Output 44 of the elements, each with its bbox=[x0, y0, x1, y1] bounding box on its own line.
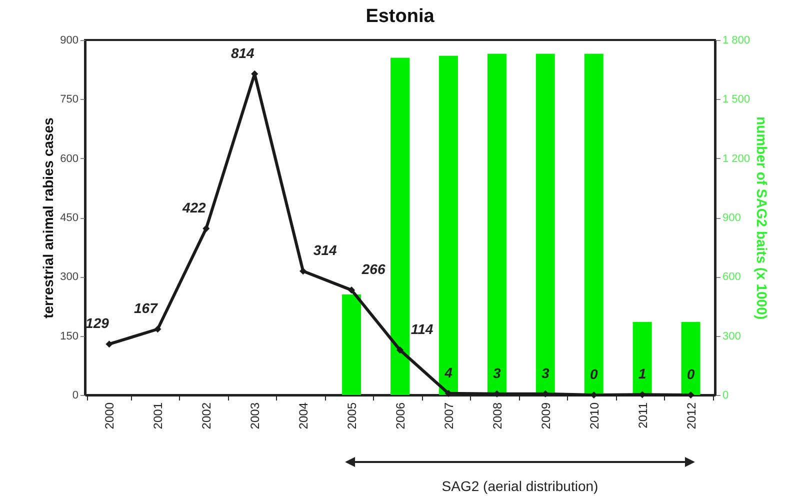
y-tick-label: 600 bbox=[60, 152, 78, 165]
y-tick-label: 300 bbox=[60, 271, 78, 284]
x-tick-label: 2010 bbox=[587, 402, 602, 430]
data-label: 0 bbox=[590, 366, 598, 382]
y2-tick-label: 1 200 bbox=[722, 152, 750, 165]
y-tick-label: 900 bbox=[60, 34, 78, 46]
y-axis-title: terrestrial animal rabies cases bbox=[40, 117, 56, 318]
text: SAG2 (aerial distribution) bbox=[440, 478, 600, 494]
data-label: 422 bbox=[181, 200, 206, 216]
y2-tick-label: 1 500 bbox=[722, 94, 750, 106]
x-tick-label: 2005 bbox=[345, 402, 360, 430]
data-label: 3 bbox=[541, 364, 550, 381]
data-label: 266 bbox=[360, 261, 386, 278]
data-label: 114 bbox=[410, 321, 434, 338]
data-label: 129 bbox=[86, 315, 110, 332]
data-label: 0 bbox=[686, 366, 695, 382]
data-label: 4 bbox=[444, 364, 453, 380]
x-tick-label: 2003 bbox=[248, 402, 262, 430]
x-tick-label: 2000 bbox=[102, 402, 117, 430]
x-tick-label: 2007 bbox=[442, 402, 456, 430]
data-label: 3 bbox=[493, 364, 502, 381]
data-label: 167 bbox=[134, 300, 159, 316]
x-tick-label: 2011 bbox=[636, 402, 650, 428]
y-tick-label: 0 bbox=[72, 390, 78, 402]
x-tick-label: 2006 bbox=[394, 402, 408, 430]
y-tick-label: 450 bbox=[60, 212, 78, 224]
y2-tick-label: 0 bbox=[722, 390, 729, 402]
data-label: 314 bbox=[313, 242, 337, 258]
x-tick-label: 2004 bbox=[296, 402, 311, 430]
y2-tick-label: 1 800 bbox=[722, 34, 750, 46]
y2-tick-label: 600 bbox=[722, 271, 741, 284]
x-tick-label: 2002 bbox=[200, 402, 214, 430]
y2-axis-title: number of SAG2 baits (x 1000) bbox=[754, 116, 770, 320]
x-tick-label: 2008 bbox=[490, 402, 504, 430]
data-label: 814 bbox=[230, 44, 255, 61]
x-tick-label: 2001 bbox=[151, 402, 166, 430]
chart-title: Estonia bbox=[366, 6, 435, 27]
y-tick-label: 150 bbox=[60, 330, 78, 342]
y2-tick-label: 900 bbox=[722, 212, 741, 224]
y2-tick-label: 300 bbox=[722, 330, 741, 342]
data-label: 1 bbox=[638, 366, 646, 382]
x-tick-label: 2009 bbox=[538, 402, 553, 430]
y-tick-label: 750 bbox=[60, 94, 78, 106]
x-tick-label: 2012 bbox=[684, 402, 698, 430]
